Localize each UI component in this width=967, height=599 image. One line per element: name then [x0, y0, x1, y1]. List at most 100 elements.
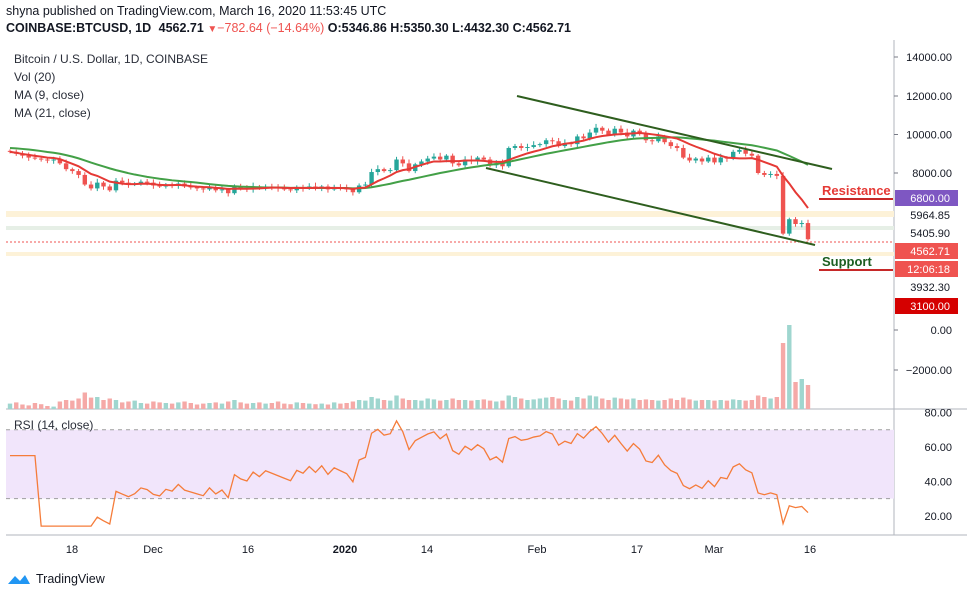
- candle-body: [226, 189, 231, 194]
- volume-bar: [600, 398, 605, 409]
- volume-bar: [431, 399, 437, 409]
- price-label-bg: [895, 243, 958, 259]
- high: H:5350.30: [390, 21, 449, 35]
- candle-body: [369, 172, 374, 185]
- candle-body: [201, 188, 206, 190]
- volume-bar: [587, 395, 592, 409]
- volume-bar: [637, 400, 642, 409]
- volume-bar: [157, 402, 162, 409]
- candle-body: [749, 153, 755, 156]
- candle-body: [712, 157, 717, 163]
- tradingview-logo[interactable]: TradingView: [6, 572, 105, 586]
- candle-body: [799, 223, 804, 225]
- candle-body: [207, 187, 212, 190]
- support-label: Support: [822, 254, 872, 269]
- low: L:4432.30: [452, 21, 510, 35]
- volume-bar: [631, 398, 636, 409]
- volume-bar: [76, 398, 81, 409]
- candle-body: [668, 142, 674, 147]
- volume-bar: [805, 385, 811, 409]
- volume-bar: [674, 400, 680, 409]
- candle-body: [431, 156, 437, 159]
- volume-bar: [755, 395, 761, 409]
- price-label: 3100.00: [910, 301, 950, 313]
- volume-bar: [712, 400, 717, 409]
- volume-bar: [375, 398, 381, 409]
- candle-body: [755, 155, 761, 173]
- price-label: 5405.90: [910, 228, 950, 240]
- volume-bar: [768, 398, 773, 409]
- volume-bar: [706, 400, 711, 409]
- volume-bar: [456, 400, 462, 409]
- candle-body: [419, 161, 424, 165]
- legend-ma21: MA (21, close): [14, 106, 91, 120]
- volume-bar: [494, 401, 499, 409]
- candle-body: [213, 187, 218, 191]
- time-tick-label: 17: [631, 544, 643, 556]
- time-tick-label: 16: [804, 544, 816, 556]
- candle-body: [587, 132, 592, 139]
- ma9-line: [9, 131, 809, 209]
- volume-bar: [169, 403, 175, 409]
- volume-bar: [331, 402, 337, 409]
- price-label: 12:06:18: [907, 264, 950, 276]
- volume-bar: [649, 400, 655, 409]
- candle-body: [394, 159, 399, 171]
- volume-bar: [70, 400, 75, 409]
- volume-bar: [450, 398, 455, 409]
- price-tick-label: 14000.00: [906, 52, 952, 64]
- volume-bar: [487, 400, 493, 409]
- volume-bar: [107, 398, 112, 409]
- candle-body: [456, 163, 462, 166]
- volume-bar: [219, 403, 225, 409]
- rsi-tick-label: 80.00: [924, 408, 952, 420]
- lower-trendline: [485, 167, 816, 246]
- candle-body: [649, 140, 655, 142]
- volume-bar: [556, 398, 561, 409]
- candle-body: [57, 159, 63, 164]
- volume-bar: [425, 398, 430, 409]
- volume-bar: [581, 398, 586, 409]
- volume-bar: [325, 404, 331, 409]
- volume-bar: [793, 382, 798, 409]
- volume-bar: [7, 403, 13, 409]
- candle-body: [63, 163, 69, 170]
- price-tick-label: 8000.00: [912, 168, 952, 180]
- candle-body: [543, 140, 549, 145]
- candle-body: [512, 146, 518, 148]
- volume-bar: [699, 400, 705, 409]
- volume-bar: [512, 397, 518, 409]
- volume-bar: [774, 397, 780, 409]
- volume-bar: [762, 397, 767, 409]
- candle-body: [500, 163, 505, 167]
- candle-body: [381, 169, 387, 172]
- volume-bar: [718, 400, 723, 409]
- candle-body: [88, 184, 94, 189]
- candle-body: [681, 147, 686, 158]
- volume-bar: [244, 403, 250, 409]
- volume-bar: [201, 403, 206, 409]
- volume-bar: [593, 396, 599, 409]
- resistance-label: Resistance: [822, 183, 891, 198]
- level-band-low: [6, 252, 894, 256]
- candle-body: [575, 136, 580, 145]
- volume-bar: [138, 403, 144, 409]
- candle-body: [656, 136, 661, 142]
- candle-body: [662, 136, 667, 143]
- candle-body: [506, 147, 511, 167]
- candle-body: [774, 173, 780, 176]
- volume-bar: [151, 401, 156, 409]
- candle-body: [743, 149, 748, 154]
- last-price: 4562.71: [158, 21, 204, 35]
- level-band-mid: [6, 226, 894, 230]
- volume-bar: [226, 401, 231, 409]
- volume-bar: [656, 400, 661, 409]
- candle-body: [38, 158, 44, 160]
- candle-body: [780, 175, 786, 234]
- candle-body: [699, 158, 705, 162]
- volume-bar: [618, 398, 624, 409]
- volume-bar: [57, 401, 63, 409]
- volume-bar: [269, 403, 275, 409]
